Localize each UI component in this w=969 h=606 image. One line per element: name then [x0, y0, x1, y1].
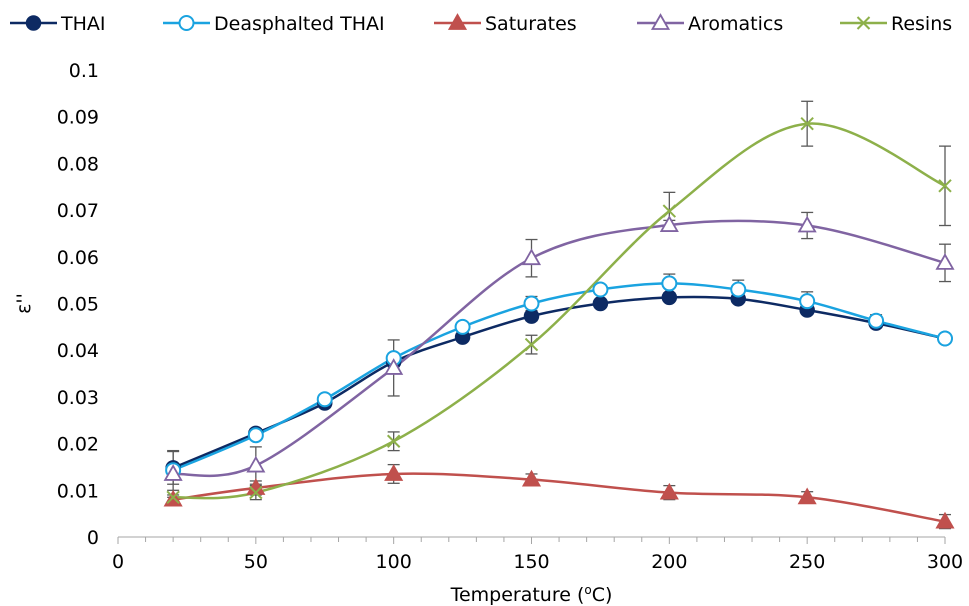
saturates-series-line [172, 472, 946, 523]
deasphalted-thai-data-point [316, 391, 333, 408]
legend-label-deasphalted-thai: Deasphalted THAI [214, 13, 385, 35]
y-tick-label: 0.02 [57, 434, 99, 456]
aromatics-data-point [521, 248, 542, 266]
legend-marker-saturates [447, 13, 468, 30]
y-tick-label: 0.03 [57, 387, 99, 409]
y-tick-label: 0.01 [57, 480, 99, 502]
y-tick-label: 0.08 [57, 153, 99, 175]
aromatics-data-point [384, 358, 404, 375]
x-axis-title: Temperature (oC) [450, 583, 613, 606]
resins-data-point [800, 116, 814, 131]
deasphalted-thai-data-point [523, 295, 540, 312]
legend-item-deasphalted-thai: Deasphalted THAI [163, 13, 385, 35]
legend-marker-aromatics [650, 13, 671, 30]
deasphalted-thai-data-point [592, 281, 609, 298]
aromatics-data-point [935, 253, 955, 270]
y-tick-label: 0.05 [57, 294, 99, 316]
deasphalted-thai-data-point [730, 281, 747, 298]
legend-label-saturates: Saturates [485, 13, 577, 35]
resins-data-point [249, 485, 263, 500]
legend-marker-resins [856, 16, 871, 30]
resins-data-point [662, 204, 677, 218]
x-tick-label: 150 [513, 551, 549, 573]
thai-data-point [661, 289, 678, 306]
x-tick-label: 100 [376, 551, 412, 573]
x-tick-label: 50 [244, 551, 268, 573]
legend-marker-deasphalted-thai [178, 15, 195, 31]
y-tick-label: 0.1 [69, 60, 99, 82]
y-tick-label: 0.09 [57, 107, 99, 129]
saturates-data-point [521, 469, 542, 487]
deasphalted-thai-data-point [937, 330, 953, 347]
deasphalted-thai-data-point [247, 427, 264, 444]
legend-label-resins: Resins [891, 13, 952, 35]
deasphalted-thai-data-point [661, 275, 678, 292]
legend-item-saturates: Saturates [434, 13, 577, 35]
deasphalted-thai-series-line [172, 282, 946, 472]
x-tick-label: 250 [789, 551, 825, 573]
thai-series-line [172, 295, 946, 470]
resins-data-point [166, 490, 180, 505]
resins-data-point [938, 179, 952, 193]
thai-data-point [592, 295, 609, 312]
deasphalted-thai-data-point [454, 318, 471, 335]
x-tick-label: 200 [651, 551, 687, 573]
aromatics-series-line [173, 219, 946, 478]
saturates-data-point [797, 487, 817, 505]
legend-label-thai: THAI [60, 13, 106, 35]
aromatics-data-point [246, 455, 266, 473]
x-axis-ticks: 0 50 100 150 200 250 300 [112, 537, 963, 573]
legend-item-aromatics: Aromatics [637, 13, 783, 35]
legend-marker-thai [25, 15, 42, 31]
axes: 0 50 100 150 200 250 300 0 0.01 0.02 0.03 0.04 0.05… [57, 60, 963, 573]
y-tick-label: 0.06 [57, 247, 99, 269]
y-axis-ticks: 0 0.01 0.02 0.03 0.04 0.05 0.06 0.07 0.08 0.09 0.1 [57, 60, 99, 549]
legend-label-aromatics: Aromatics [688, 13, 783, 35]
series-lines [172, 122, 946, 523]
y-tick-label: 0 [87, 527, 99, 549]
aromatics-data-point [163, 464, 183, 481]
saturates-data-point [935, 511, 955, 529]
series-markers [163, 116, 955, 529]
legend: THAI Deasphalted THAI Saturates Aromatics Re… [10, 13, 952, 35]
x-tick-label: 300 [927, 551, 963, 573]
y-tick-label: 0.04 [57, 340, 99, 362]
resins-data-point [524, 337, 539, 352]
saturates-data-point [384, 464, 404, 481]
legend-item-resins: Resins [840, 13, 952, 35]
x-tick-label: 0 [112, 551, 124, 573]
deasphalted-thai-data-point [868, 312, 885, 329]
saturates-data-point [659, 482, 679, 500]
aromatics-data-point [659, 215, 679, 232]
aromatics-data-point [797, 215, 817, 233]
y-axis-title: ε'' [13, 293, 35, 314]
y-tick-label: 0.07 [57, 200, 99, 222]
legend-item-thai: THAI [10, 13, 106, 35]
resins-data-point [386, 434, 401, 448]
deasphalted-thai-data-point [799, 293, 816, 310]
